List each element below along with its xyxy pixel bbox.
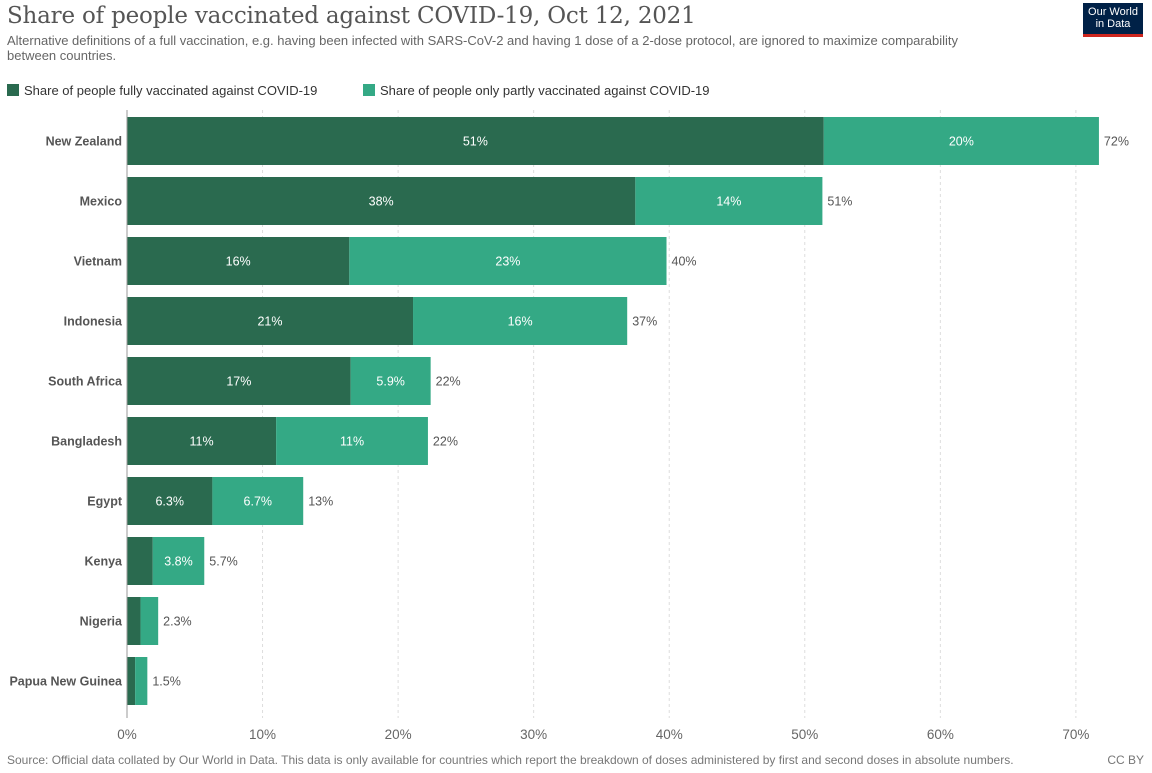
data-label: 14% [716, 195, 741, 209]
x-tick-label: 10% [249, 727, 276, 742]
bar-segment[interactable] [127, 417, 277, 465]
x-tick-label: 20% [385, 727, 412, 742]
total-label: 37% [632, 315, 657, 329]
bar-segment[interactable] [349, 237, 667, 285]
bar-segment[interactable] [823, 117, 1099, 165]
total-label: 5.7% [209, 555, 238, 569]
category-label: Bangladesh [51, 435, 122, 449]
logo-line-1: Our World [1088, 6, 1138, 18]
owid-logo[interactable]: Our World in Data [1083, 3, 1143, 37]
bar-segment[interactable] [135, 657, 148, 705]
total-label: 72% [1104, 135, 1129, 149]
data-label: 20% [949, 135, 974, 149]
total-label: 40% [672, 255, 697, 269]
bar-segment[interactable] [127, 477, 213, 525]
data-label: 16% [226, 255, 251, 269]
bar-segment[interactable] [127, 357, 351, 405]
category-label: Indonesia [64, 315, 123, 329]
x-tick-label: 70% [1062, 727, 1089, 742]
data-label: 38% [369, 195, 394, 209]
total-label: 51% [827, 195, 852, 209]
category-label: Papua New Guinea [9, 675, 123, 689]
category-label: New Zealand [46, 135, 122, 149]
bar-segment[interactable] [127, 117, 824, 165]
bar-segment[interactable] [127, 297, 414, 345]
category-label: South Africa [48, 375, 123, 389]
x-tick-label: 30% [520, 727, 547, 742]
data-label: 17% [226, 375, 251, 389]
data-label: 5.9% [376, 375, 405, 389]
x-tick-label: 60% [927, 727, 954, 742]
x-tick-label: 50% [791, 727, 818, 742]
legend-label-partly-vaccinated: Share of people only partly vaccinated a… [380, 83, 710, 98]
category-label: Nigeria [80, 615, 123, 629]
category-label: Vietnam [74, 255, 122, 269]
category-label: Egypt [87, 495, 123, 509]
total-label: 2.3% [163, 615, 192, 629]
legend-item-partly-vaccinated[interactable]: Share of people only partly vaccinated a… [363, 83, 710, 99]
bar-segment[interactable] [350, 357, 431, 405]
data-label: 21% [257, 315, 282, 329]
bar-segment[interactable] [212, 477, 304, 525]
data-label: 51% [463, 135, 488, 149]
data-label: 6.3% [155, 495, 184, 509]
bar-segment[interactable] [127, 237, 350, 285]
bar-segment[interactable] [276, 417, 428, 465]
bar-segment[interactable] [413, 297, 628, 345]
legend-swatch-fully-vaccinated [7, 84, 19, 96]
data-label: 11% [190, 435, 214, 449]
bar-segment[interactable] [127, 177, 636, 225]
data-label: 6.7% [244, 495, 273, 509]
bar-chart: 51% 20% 72% New Zealand 38% 14% 51% Mexico 16% 23… [9, 110, 1129, 742]
data-label: 23% [495, 255, 520, 269]
chart-title: Share of people vaccinated against COVID… [7, 3, 696, 29]
category-label: Kenya [84, 555, 123, 569]
bar-segment[interactable] [127, 657, 136, 705]
bar-segment[interactable] [635, 177, 823, 225]
x-tick-label: 0% [117, 727, 137, 742]
logo-line-2: in Data [1095, 18, 1131, 30]
legend-swatch-partly-vaccinated [363, 84, 375, 96]
source-note: Source: Official data collated by Our Wo… [7, 753, 1014, 767]
total-label: 13% [308, 495, 333, 509]
x-tick-label: 40% [656, 727, 683, 742]
bar-segment[interactable] [152, 537, 205, 585]
total-label: 1.5% [152, 675, 181, 689]
category-label: Mexico [80, 195, 123, 209]
bar-segment[interactable] [140, 597, 159, 645]
bar-segment[interactable] [127, 597, 141, 645]
total-label: 22% [436, 375, 461, 389]
legend-label-fully-vaccinated: Share of people fully vaccinated against… [24, 83, 318, 98]
legend-item-fully-vaccinated[interactable]: Share of people fully vaccinated against… [7, 83, 317, 99]
data-label: 16% [508, 315, 533, 329]
bar-segment[interactable] [127, 537, 153, 585]
license-link[interactable]: CC BY [1107, 753, 1144, 767]
data-label: 3.8% [164, 555, 193, 569]
total-label: 22% [433, 435, 458, 449]
data-label: 11% [340, 435, 364, 449]
chart-subtitle: Alternative definitions of a full vaccin… [7, 33, 958, 63]
